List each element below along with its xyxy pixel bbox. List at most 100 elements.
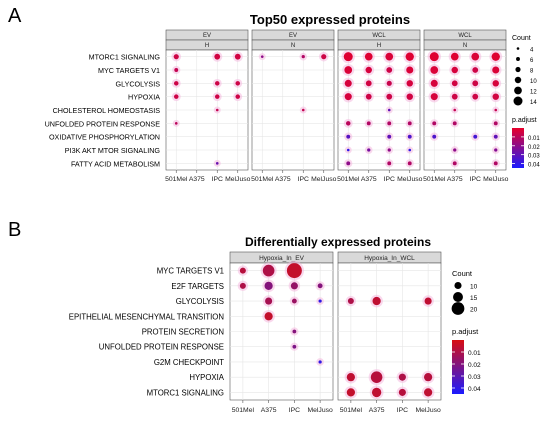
data-point xyxy=(451,80,458,87)
data-point xyxy=(407,121,412,126)
data-point xyxy=(286,263,302,279)
data-point xyxy=(262,264,275,277)
data-point xyxy=(346,161,351,166)
x-tick-label: IPC xyxy=(384,176,395,183)
panel-label: A xyxy=(8,5,22,27)
data-point xyxy=(344,66,353,74)
x-tick-label: 501Mel xyxy=(232,407,255,414)
data-point xyxy=(234,53,241,60)
facet-panel: Hypoxia_In_EV 501Mel A375 IPC MelJuso xyxy=(229,251,334,414)
data-point xyxy=(346,373,355,382)
size-legend-dot xyxy=(514,76,522,84)
facet-panel: Hypoxia_In_WCL 501Mel A375 IPC MelJuso xyxy=(337,251,442,414)
data-point xyxy=(239,282,246,289)
facet-substrip-label: H xyxy=(377,43,381,49)
size-legend-label: 10 xyxy=(530,79,537,85)
size-legend-label: 10 xyxy=(470,284,478,291)
data-point xyxy=(406,93,413,100)
data-point xyxy=(291,298,297,304)
data-point xyxy=(265,297,273,305)
size-legend-dot xyxy=(451,302,465,315)
color-legend-label: 0.03 xyxy=(468,374,481,381)
data-point xyxy=(471,52,480,61)
facet-strip-label: EV xyxy=(203,33,211,39)
x-tick-label: A375 xyxy=(261,407,277,414)
y-tick-label: MTORC1 SIGNALING xyxy=(147,388,224,397)
data-point xyxy=(385,52,394,61)
data-point xyxy=(290,282,298,290)
chart-title: Differentially expressed proteins xyxy=(245,235,431,249)
data-point xyxy=(450,52,459,61)
data-point xyxy=(472,80,479,87)
size-legend-label: 20 xyxy=(470,307,478,314)
data-point xyxy=(493,134,498,139)
data-point xyxy=(292,344,297,349)
y-tick-label: G2M CHECKPOINT xyxy=(154,358,224,367)
data-point xyxy=(429,52,439,62)
data-point xyxy=(430,93,438,101)
data-point xyxy=(430,66,439,74)
data-point xyxy=(492,80,499,87)
data-point xyxy=(406,80,413,87)
data-point xyxy=(432,121,437,126)
facet-strip-label: EV xyxy=(289,33,297,39)
x-tick-label: A375 xyxy=(447,176,463,183)
x-tick-label: A375 xyxy=(189,176,205,183)
color-legend-label: 0.03 xyxy=(528,154,540,160)
data-point xyxy=(365,80,372,87)
size-legend-label: 15 xyxy=(470,295,478,302)
facet-substrip-label: N xyxy=(463,43,467,49)
data-point xyxy=(398,388,406,396)
data-point xyxy=(430,79,438,87)
color-legend-label: 0.04 xyxy=(468,386,481,393)
y-tick-label: MYC TARGETS V1 xyxy=(98,66,160,75)
data-point xyxy=(301,108,305,112)
x-tick-label: 501Mel xyxy=(251,176,274,183)
data-point xyxy=(387,148,391,152)
panel-b: B Differentially expressed proteins MYC TA… xyxy=(8,219,481,414)
data-point xyxy=(371,387,382,398)
data-point xyxy=(301,55,305,59)
data-point xyxy=(493,121,498,126)
color-legend-label: 0.02 xyxy=(528,145,540,151)
y-tick-label: UNFOLDED PROTEIN RESPONSE xyxy=(99,343,224,352)
data-point xyxy=(344,93,352,101)
facet-substrip-label: N xyxy=(291,43,295,49)
data-point xyxy=(321,54,327,60)
data-point xyxy=(365,93,372,100)
data-point xyxy=(451,93,458,100)
data-point xyxy=(453,148,457,152)
data-point xyxy=(386,93,393,100)
size-legend-dot xyxy=(454,281,462,290)
x-tick-label: IPC xyxy=(212,176,223,183)
data-point xyxy=(317,283,323,289)
size-legend-title: Count xyxy=(452,269,473,278)
data-point xyxy=(491,52,500,61)
y-tick-label: EPITHELIAL MESENCHYMAL TRANSITION xyxy=(69,312,224,321)
data-point xyxy=(346,148,350,152)
data-point xyxy=(345,121,351,126)
data-point xyxy=(493,161,498,166)
x-tick-label: MelJuso xyxy=(311,176,337,183)
data-point xyxy=(215,108,219,112)
size-legend-label: 6 xyxy=(530,58,534,64)
facet-panel: WCL N 501Mel A375 IPC MelJuso xyxy=(423,29,509,183)
facet-panel: EV H 501Mel A375 IPC MelJuso xyxy=(165,29,251,183)
data-point xyxy=(424,388,433,397)
data-point xyxy=(494,148,498,152)
data-point xyxy=(346,388,355,397)
x-tick-label: MelJuso xyxy=(225,176,251,183)
data-point xyxy=(344,79,352,87)
data-point xyxy=(408,148,412,152)
data-point xyxy=(173,81,179,86)
y-tick-label: GLYCOLYSIS xyxy=(116,79,161,88)
data-point xyxy=(318,299,322,303)
x-tick-label: A375 xyxy=(275,176,291,183)
size-legend-label: 14 xyxy=(530,100,537,106)
x-tick-label: MelJuso xyxy=(307,407,333,414)
data-point xyxy=(367,148,371,152)
data-point xyxy=(364,52,373,61)
x-tick-label: A375 xyxy=(361,176,377,183)
data-point xyxy=(494,108,498,112)
